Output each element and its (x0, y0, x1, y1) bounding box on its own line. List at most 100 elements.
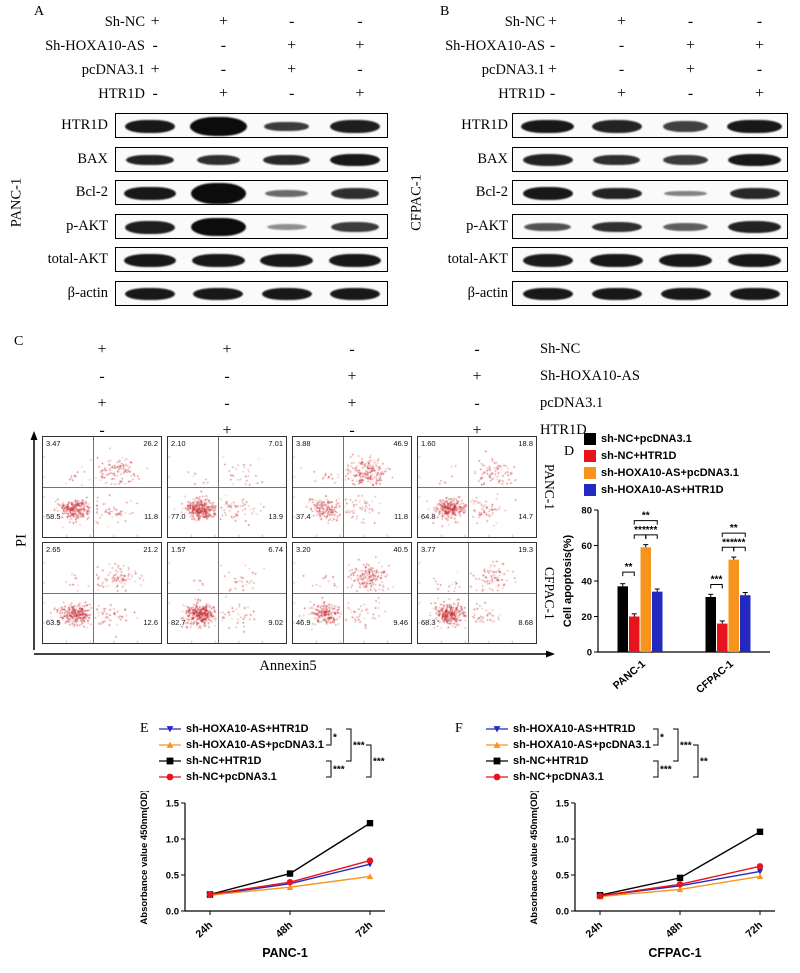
significance-label: ** (625, 562, 633, 573)
condition-mark: + (218, 13, 228, 30)
quadrant-pct-upper-right: 6.74 (268, 545, 283, 554)
protein-band (591, 187, 642, 200)
blot-protein-label: Bcl-2 (75, 184, 108, 200)
quadrant-pct-upper-left: 3.20 (296, 545, 311, 554)
condition-mark: + (347, 395, 357, 412)
circle-marker-icon (486, 773, 508, 781)
quadrant-pct-lower-left: 64.8 (421, 511, 436, 521)
protein-band (523, 223, 572, 231)
marker-triangle-up (756, 873, 764, 880)
protein-band (190, 218, 246, 236)
condition-mark: - (220, 37, 227, 54)
condition-name: HTR1D (540, 422, 587, 438)
quadrant-pct-upper-left: 3.47 (46, 439, 61, 448)
y-tick-label: 0.5 (166, 871, 180, 882)
bar (617, 586, 628, 652)
y-tick-label: 80 (581, 506, 592, 517)
protein-band (262, 154, 311, 166)
legend-swatch (584, 466, 596, 479)
marker-triangle-up (493, 741, 501, 748)
y-tick-label: 1.5 (556, 799, 570, 810)
quadrant-pct-upper-left: 3.77 (421, 545, 436, 554)
quadrant-pct-lower-right: 9.02 (268, 617, 283, 627)
condition-name: pcDNA3.1 (81, 62, 145, 78)
marker-circle (366, 857, 374, 864)
legend-label: sh-HOXA10-AS+pcDNA3.1 (513, 739, 651, 751)
marker-triangle-up (166, 741, 174, 748)
y-tick-label: 40 (581, 577, 592, 588)
protein-band (728, 221, 781, 233)
x-tick-label: 72h (744, 919, 765, 940)
quadrant-pct-lower-right: 13.9 (268, 511, 283, 521)
legend-label: sh-NC+pcDNA3.1 (601, 432, 692, 445)
protein-band (123, 254, 177, 267)
x-tick-label: 48h (664, 919, 685, 940)
blot-protein-label: Bcl-2 (475, 184, 508, 200)
marker-square (493, 757, 501, 765)
y-axis-label: Absorbance value 450nm(OD) (529, 791, 540, 925)
bar (728, 559, 739, 652)
quadrant-pct-lower-right: 9.46 (393, 617, 408, 627)
condition-table: Sh-NC + + - - Sh-HOXA10-AS - - + + pcDNA3.1 + - + - HTR… (408, 10, 800, 106)
data-series (206, 857, 374, 898)
legend-label: sh-NC+HTR1D (601, 449, 677, 462)
significance-bracket (326, 728, 332, 746)
significance-label: *** (373, 757, 385, 768)
quadrant-pct-lower-right: 11.8 (393, 511, 408, 521)
flow-condition-row: - - + + Sh-HOXA10-AS (8, 363, 680, 390)
legend-item: sh-HOXA10-AS+pcDNA3.1 (158, 737, 324, 753)
x-tick-label: 72h (354, 919, 375, 940)
legend-label: sh-HOXA10-AS+HTR1D (186, 723, 309, 735)
western-blot-panel-b: B Sh-NC + + - - Sh-HOXA10-AS - - + + pcDNA3.1 + - + - H… (408, 4, 800, 328)
bar (740, 595, 751, 652)
y-tick-label: 0 (587, 648, 592, 659)
legend-item: sh-HOXA10-AS+pcDNA3.1 (485, 737, 651, 753)
quadrant-pct-upper-left: 2.10 (171, 439, 186, 448)
bar (640, 547, 651, 652)
blot-protein-label: β-actin (467, 284, 508, 301)
blot-row: p-AKT (408, 211, 800, 245)
condition-mark: - (349, 422, 355, 439)
protein-band (126, 154, 174, 166)
bar-series (617, 583, 716, 652)
y-tick-label: 1.5 (166, 799, 180, 810)
condition-mark: - (687, 13, 694, 30)
panel-letter-d: D (564, 444, 575, 459)
condition-table: Sh-NC + + - - Sh-HOXA10-AS - - + + pcDNA3.1 + - + - HTR… (8, 10, 400, 106)
condition-mark: - (756, 61, 763, 78)
legend-label: sh-NC+HTR1D (513, 755, 589, 767)
condition-mark: - (288, 13, 295, 30)
significance-bracket (693, 744, 699, 778)
quadrant-pct-upper-left: 3.88 (296, 439, 311, 448)
protein-band (265, 190, 308, 197)
x-axis-title: PANC-1 (262, 946, 308, 960)
protein-band (123, 186, 177, 201)
protein-band (591, 287, 642, 301)
blot-box (512, 180, 788, 205)
blot-protein-label: HTR1D (61, 117, 108, 133)
blot-row: β-actin (8, 278, 400, 312)
condition-mark: + (218, 85, 228, 102)
protein-band (590, 254, 643, 267)
condition-row: Sh-HOXA10-AS - - + + (8, 34, 400, 58)
marker-circle (596, 892, 604, 900)
significance-label: ** (642, 511, 650, 522)
condition-mark: - (357, 13, 363, 30)
blot-box (512, 280, 788, 306)
panel-letter-c: C (14, 334, 24, 349)
condition-mark: + (754, 37, 765, 54)
protein-band (591, 120, 642, 133)
condition-mark: + (97, 341, 107, 358)
blot-box (115, 180, 388, 205)
condition-mark: - (618, 61, 625, 78)
condition-mark: + (150, 13, 160, 30)
bar-chart-panel-d: D sh-NC+pcDNA3.1 sh-NC+HTR1D sh-HOXA10-AS+… (560, 428, 800, 704)
x-tick-label: 48h (274, 919, 295, 940)
blot-box (512, 146, 788, 172)
significance-label: *** (333, 765, 345, 776)
blot-protein-label: HTR1D (461, 117, 508, 133)
quadrant-pct-lower-left: 82.7 (171, 617, 186, 627)
blot-row: BAX (8, 144, 400, 178)
condition-mark: - (224, 368, 230, 385)
quadrant-line-horizontal (168, 487, 286, 488)
